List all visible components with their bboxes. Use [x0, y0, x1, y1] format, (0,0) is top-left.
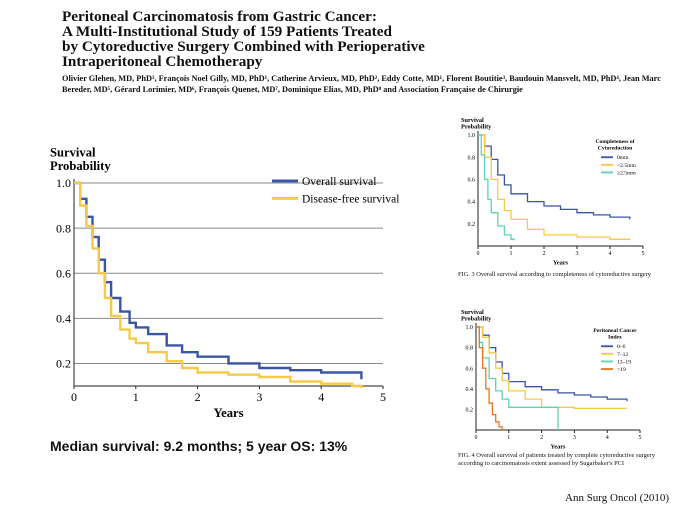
legend-title: Cytoreduction [598, 146, 633, 152]
x-tick-label: 2 [195, 390, 201, 404]
title-line: Intraperitoneal Chemotherapy [62, 53, 263, 70]
title-line: Peritoneal Carcinomatosis from Gastric C… [62, 8, 377, 25]
y-axis-label: Probability [461, 123, 492, 130]
fig4-caption: FIG. 4 Overall survival of patients trea… [458, 452, 656, 467]
legend-label: ≥2.5mm [617, 170, 636, 176]
title-line: by Cytoreductive Surgery Combined with P… [62, 38, 425, 55]
y-tick-label: 0.6 [466, 366, 474, 372]
legend-label: >19 [617, 367, 626, 373]
x-tick-label: 0 [475, 435, 478, 441]
series-line [476, 326, 628, 402]
x-tick-label: 4 [606, 435, 609, 441]
x-tick-label: 0 [477, 251, 480, 257]
x-tick-label: 5 [639, 435, 642, 441]
series-line [476, 326, 503, 430]
citation: Ann Surg Oncol (2010) [565, 492, 669, 504]
y-tick-label: 0.8 [56, 221, 71, 235]
author-list: Olivier Glehen, MD, PhD¹, François Noel … [62, 74, 661, 94]
series-line [478, 134, 631, 241]
x-tick-label: 5 [642, 251, 645, 257]
y-tick-label: 1.0 [468, 133, 476, 139]
series-line [478, 134, 515, 241]
legend-label: 0–6 [617, 344, 626, 350]
y-axis-label: Survival [50, 146, 96, 160]
y-tick-label: 0.8 [466, 346, 474, 352]
legend-label: 13–19 [617, 359, 631, 365]
x-tick-label: 2 [540, 435, 543, 441]
x-tick-label: 4 [318, 390, 324, 404]
legend-label: Overall survival [302, 176, 376, 188]
x-axis-label: Years [213, 406, 243, 420]
x-tick-label: 5 [380, 390, 386, 404]
title-line: A Multi-Institutional Study of 159 Patie… [62, 23, 392, 40]
median-survival-text: Median survival: 9.2 months; 5 year OS: … [50, 438, 348, 454]
y-tick-label: 0.8 [468, 155, 476, 161]
x-axis-label: Years [553, 260, 569, 267]
series-line [74, 181, 363, 389]
y-tick-label: 0.6 [468, 178, 476, 184]
x-tick-label: 3 [256, 390, 262, 404]
y-axis-label: Probability [461, 315, 492, 322]
y-axis-label: Survival [461, 117, 484, 124]
legend-label: 0mm [617, 155, 629, 161]
x-tick-label: 4 [609, 251, 612, 257]
legend-label: 7–12 [617, 352, 628, 358]
paper-title: Peritoneal Carcinomatosis from Gastric C… [62, 9, 662, 69]
y-tick-label: 0.2 [468, 222, 476, 228]
legend-title: Index [608, 335, 622, 341]
x-tick-label: 0 [71, 390, 77, 404]
y-tick-label: 0.4 [466, 387, 474, 393]
legend-label: Disease-free survival [302, 194, 399, 206]
fig3-caption: FIG. 3 Overall survival according to com… [458, 271, 651, 278]
x-axis-label: Years [550, 444, 566, 451]
x-tick-label: 1 [507, 435, 510, 441]
legend-label: <2.5mm [617, 163, 636, 169]
series-line [476, 326, 627, 410]
y-tick-label: 1.0 [466, 325, 474, 331]
x-tick-label: 1 [510, 251, 513, 257]
x-tick-label: 3 [573, 435, 576, 441]
series-line [476, 326, 559, 430]
legend-title: Peritoneal Cancer [593, 328, 637, 334]
x-tick-label: 2 [543, 251, 546, 257]
x-tick-label: 3 [576, 251, 579, 257]
y-tick-label: 0.2 [56, 357, 71, 371]
legend-title: Completeness of [596, 139, 635, 145]
y-tick-label: 0.4 [56, 312, 71, 326]
y-axis-label: Probability [50, 159, 111, 173]
y-axis-label: Survival [461, 309, 484, 316]
y-tick-label: 0.4 [468, 200, 476, 206]
y-tick-label: 0.6 [56, 266, 71, 280]
x-tick-label: 1 [133, 390, 139, 404]
y-tick-label: 1.0 [56, 176, 71, 190]
y-tick-label: 0.2 [466, 408, 474, 414]
